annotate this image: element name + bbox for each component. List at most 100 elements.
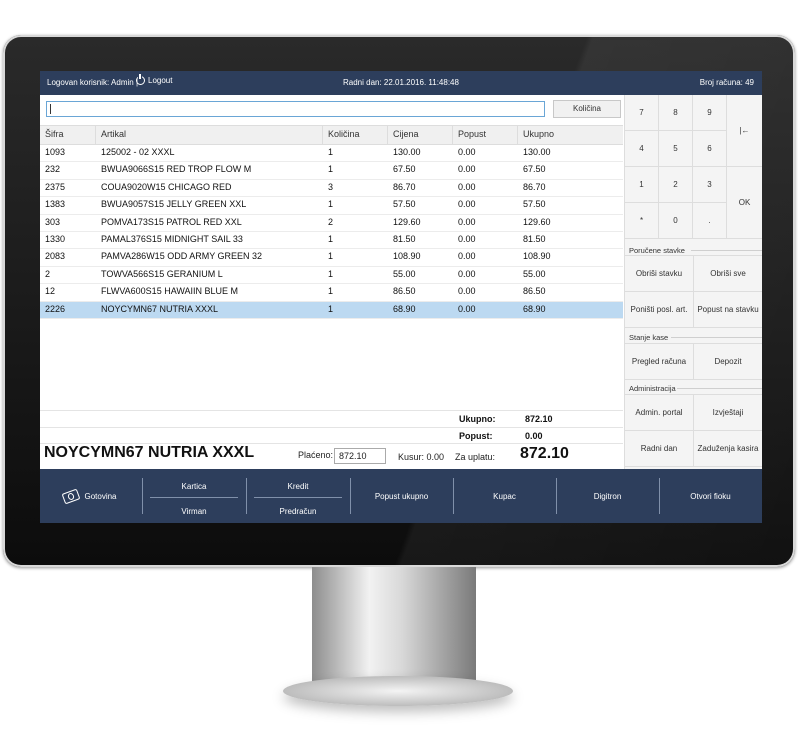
cell-discount: 0.00 xyxy=(458,233,476,244)
table-row[interactable]: 232 BWUA9066S15 RED TROP FLOW M 1 67.50 0.00… xyxy=(40,162,623,180)
cell-article: 125002 - 02 XXXL xyxy=(101,147,175,157)
cell-code: 2 xyxy=(45,268,51,279)
section-line xyxy=(671,337,762,338)
logged-user: Logovan korisnik: Admin | xyxy=(47,78,139,87)
credit-button[interactable]: Kredit xyxy=(287,482,309,491)
cell-code: 1093 xyxy=(45,147,66,157)
calculator-button[interactable]: Digitron xyxy=(593,491,622,501)
ok-key[interactable]: OK xyxy=(727,167,762,239)
key-3[interactable]: 3 xyxy=(693,167,727,203)
cell-discount: 0.00 xyxy=(458,251,476,262)
header-code[interactable]: Šifra xyxy=(40,126,96,144)
cell-total: 67.50 xyxy=(523,164,546,175)
cell-article: PAMAL376S15 MIDNIGHT SAIL 33 xyxy=(101,233,243,244)
table-row[interactable]: 12 FLWVA600S15 HAWAIIN BLUE M 1 86.50 0.00 86… xyxy=(40,284,623,302)
item-discount-button[interactable]: Popust na stavku xyxy=(694,291,762,328)
key-4[interactable]: 4 xyxy=(625,131,659,167)
cell-quantity: 1 xyxy=(328,147,334,157)
separator xyxy=(350,478,351,514)
cell-total: 68.90 xyxy=(523,303,546,314)
header-quantity[interactable]: Količina xyxy=(323,126,388,144)
key-star[interactable]: * xyxy=(625,203,659,239)
amount-due-value: 872.10 xyxy=(520,445,569,462)
table-row[interactable]: 303 POMVA173S15 PATROL RED XXL 2 129.60 0.00… xyxy=(40,215,623,232)
top-bar: Logovan korisnik: Admin | Logout Radni d… xyxy=(40,71,762,95)
subtotal-label: Ukupno: xyxy=(459,414,496,424)
key-7[interactable]: 7 xyxy=(625,95,659,131)
quantity-button[interactable]: Količina xyxy=(553,100,621,118)
transfer-button[interactable]: Virman xyxy=(181,507,207,516)
separator xyxy=(556,478,557,514)
cell-total: 129.60 xyxy=(523,216,551,227)
key-dot[interactable]: . xyxy=(693,203,727,239)
header-price[interactable]: Cijena xyxy=(388,126,453,144)
monitor-stand-base xyxy=(283,676,513,706)
key-6[interactable]: 6 xyxy=(693,131,727,167)
monitor-stand-neck xyxy=(312,567,476,695)
paid-amount-input[interactable]: 872.10 xyxy=(334,448,386,464)
card-button[interactable]: Kartica xyxy=(181,482,207,491)
table-body: 1093 125002 - 02 XXXL 1 130.00 0.00 130.00 232… xyxy=(40,145,623,319)
table-row[interactable]: 1093 125002 - 02 XXXL 1 130.00 0.00 130.00 xyxy=(40,145,623,163)
open-drawer-button[interactable]: Otvori fioku xyxy=(690,491,731,501)
cell-total: 81.50 xyxy=(523,233,546,244)
cell-quantity: 1 xyxy=(328,233,334,244)
key-9[interactable]: 9 xyxy=(693,95,727,131)
table-row[interactable]: 1330 PAMAL376S15 MIDNIGHT SAIL 33 1 81.50 0.… xyxy=(40,232,623,250)
separator xyxy=(142,478,143,514)
header-article[interactable]: Artikal xyxy=(96,126,323,144)
cashier-debts-button[interactable]: Zaduženja kasira xyxy=(694,430,762,467)
cell-quantity: 1 xyxy=(328,164,334,175)
receipts-overview-button[interactable]: Pregled računa xyxy=(625,343,694,380)
cell-article: FLWVA600S15 HAWAIIN BLUE M xyxy=(101,286,239,297)
delete-item-button[interactable]: Obriši stavku xyxy=(625,255,694,292)
proforma-invoice-button[interactable]: Predračun xyxy=(279,507,317,516)
ordered-items-title: Poručene stavke xyxy=(629,246,685,255)
cancel-last-article-button[interactable]: Poništi posl. art. xyxy=(625,291,694,328)
table-header: Šifra Artikal Količina Cijena Popust Uku… xyxy=(40,125,623,145)
side-panel: 7 8 9 |← 4 5 6 1 2 3 OK * 0 . Poručene s… xyxy=(624,95,762,469)
change-amount: Kusur: 0.00 xyxy=(398,452,445,462)
delete-all-button[interactable]: Obriši sve xyxy=(694,255,762,292)
selected-item-name: NOYCYMN67 NUTRIA XXXL xyxy=(44,444,255,461)
cell-total: 130.00 xyxy=(523,147,551,157)
administration-title: Administracija xyxy=(629,384,676,393)
workday-button[interactable]: Radni dan xyxy=(625,430,694,467)
table-row[interactable]: 1383 BWUA9057S15 JELLY GREEN XXL 1 57.50 0.0… xyxy=(40,197,623,215)
separator xyxy=(659,478,660,514)
text-caret xyxy=(50,104,51,114)
header-total[interactable]: Ukupno xyxy=(523,129,555,139)
paid-label: Plaćeno: xyxy=(298,450,334,460)
table-row[interactable]: 2083 PAMVA286W15 ODD ARMY GREEN 32 1 108.90… xyxy=(40,249,623,267)
cell-code: 1383 xyxy=(45,199,66,210)
table-row[interactable]: 2375 COUA9020W15 CHICAGO RED 3 86.70 0.00 86.… xyxy=(40,180,623,198)
cell-article: BWUA9066S15 RED TROP FLOW M xyxy=(101,164,252,175)
cell-quantity: 1 xyxy=(328,303,334,314)
subtotal-value: 872.10 xyxy=(525,414,553,424)
table-row[interactable]: 2226 NOYCYMN67 NUTRIA XXXL 1 68.90 0.00 68.90 xyxy=(40,301,623,319)
customer-button[interactable]: Kupac xyxy=(493,491,516,501)
cell-price: 67.50 xyxy=(393,164,416,175)
admin-portal-button[interactable]: Admin. portal xyxy=(625,394,694,431)
reports-button[interactable]: Izvještaji xyxy=(694,394,762,431)
key-0[interactable]: 0 xyxy=(659,203,693,239)
article-search-input[interactable] xyxy=(46,101,545,117)
key-2[interactable]: 2 xyxy=(659,167,693,203)
header-discount[interactable]: Popust xyxy=(453,126,518,144)
cash-button[interactable]: Gotovina xyxy=(40,469,140,523)
backspace-key[interactable]: |← xyxy=(727,95,762,167)
separator xyxy=(246,478,247,514)
key-5[interactable]: 5 xyxy=(659,131,693,167)
workday-datetime: Radni dan: 22.01.2016. 11:48:48 xyxy=(343,78,459,87)
divider xyxy=(40,427,623,428)
key-1[interactable]: 1 xyxy=(625,167,659,203)
logout-link[interactable]: Logout xyxy=(136,74,172,85)
cell-total: 57.50 xyxy=(523,199,546,210)
total-discount-button[interactable]: Popust ukupno xyxy=(374,491,429,501)
deposit-button[interactable]: Depozit xyxy=(694,343,762,380)
cell-code: 2083 xyxy=(45,251,66,262)
key-8[interactable]: 8 xyxy=(659,95,693,131)
card-transfer-group: Kartica Virman xyxy=(142,469,246,523)
cell-code: 2375 xyxy=(45,181,66,192)
table-row[interactable]: 2 TOWVA566S15 GERANIUM L 1 55.00 0.00 55.00 xyxy=(40,267,623,285)
